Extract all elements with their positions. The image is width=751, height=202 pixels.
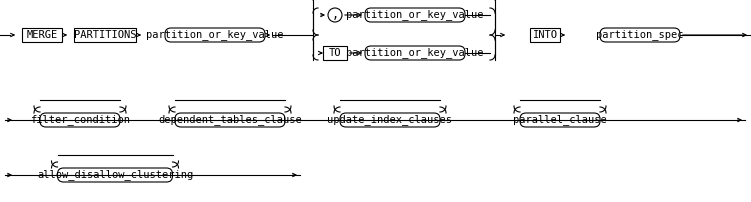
Bar [22,28,62,42]
Bar [74,28,136,42]
Bar [530,28,560,42]
Text: parallel_clause: parallel_clause [513,115,607,125]
Text: update_index_clauses: update_index_clauses [327,115,453,125]
FancyBboxPatch shape [40,113,120,127]
FancyBboxPatch shape [165,28,265,42]
Circle shape [328,8,342,22]
Text: partition_or_key_value: partition_or_key_value [346,9,484,20]
FancyBboxPatch shape [58,168,173,182]
FancyBboxPatch shape [365,8,465,22]
Text: INTO: INTO [532,30,557,40]
Text: partition_spec: partition_spec [596,29,683,40]
Text: partition_or_key_value: partition_or_key_value [146,29,284,40]
FancyBboxPatch shape [600,28,680,42]
FancyBboxPatch shape [520,113,600,127]
Text: allow_disallow_clustering: allow_disallow_clustering [37,169,193,180]
Text: PARTITIONS: PARTITIONS [74,30,136,40]
Text: dependent_tables_clause: dependent_tables_clause [158,115,302,125]
FancyBboxPatch shape [365,46,465,60]
FancyBboxPatch shape [175,113,285,127]
Bar [323,46,347,60]
Text: MERGE: MERGE [26,30,58,40]
Text: partition_or_key_value: partition_or_key_value [346,47,484,58]
Text: ,: , [331,8,339,21]
Text: TO: TO [329,48,341,58]
FancyBboxPatch shape [340,113,440,127]
Text: filter_condition: filter_condition [30,115,130,125]
